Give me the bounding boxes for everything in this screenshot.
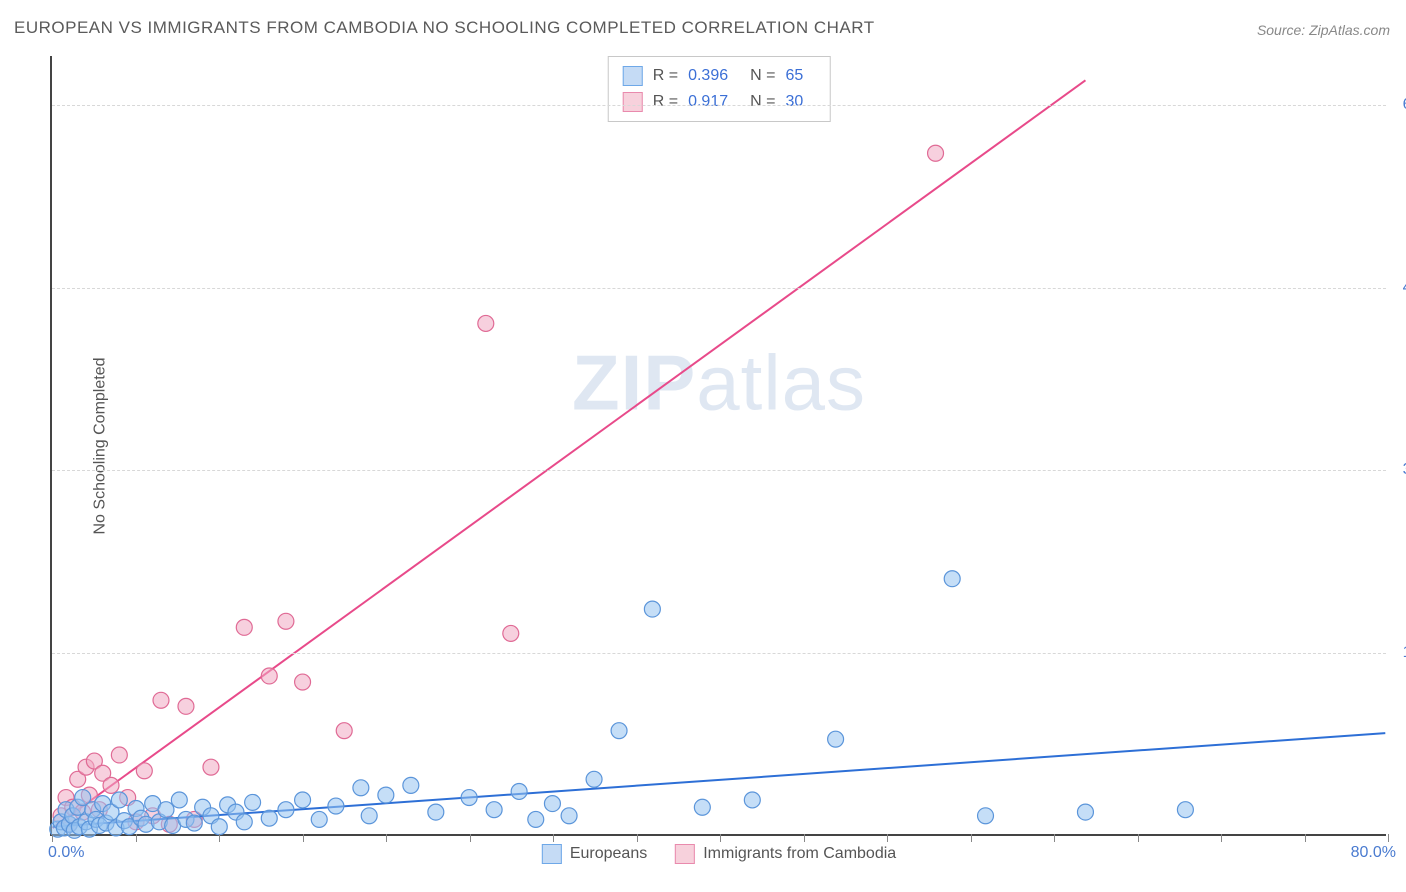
x-tick bbox=[1138, 834, 1139, 842]
x-tick bbox=[52, 834, 53, 842]
bottom-legend: Europeans Immigrants from Cambodia bbox=[542, 844, 896, 864]
scatter-point-european bbox=[158, 802, 174, 818]
scatter-point-european bbox=[944, 571, 960, 587]
scatter-point-european bbox=[295, 792, 311, 808]
x-axis-max-label: 80.0% bbox=[1351, 844, 1396, 862]
scatter-point-european bbox=[544, 796, 560, 812]
y-tick-label: 30.0% bbox=[1403, 461, 1406, 479]
scatter-point-european bbox=[428, 804, 444, 820]
x-tick bbox=[303, 834, 304, 842]
legend-label: Europeans bbox=[570, 845, 647, 863]
legend-item: Immigrants from Cambodia bbox=[675, 844, 896, 864]
x-tick bbox=[720, 834, 721, 842]
scatter-point-european bbox=[171, 792, 187, 808]
scatter-point-cambodia bbox=[153, 692, 169, 708]
x-tick bbox=[1388, 834, 1389, 842]
scatter-point-european bbox=[261, 810, 277, 826]
scatter-point-cambodia bbox=[278, 613, 294, 629]
legend-label: Immigrants from Cambodia bbox=[703, 845, 896, 863]
x-tick bbox=[219, 834, 220, 842]
x-tick bbox=[1054, 834, 1055, 842]
x-tick bbox=[386, 834, 387, 842]
scatter-point-european bbox=[461, 790, 477, 806]
legend-swatch bbox=[675, 844, 695, 864]
y-tick-label: 45.0% bbox=[1403, 279, 1406, 297]
scatter-point-european bbox=[245, 794, 261, 810]
scatter-point-cambodia bbox=[178, 698, 194, 714]
scatter-point-european bbox=[236, 814, 252, 830]
scatter-point-european bbox=[1077, 804, 1093, 820]
x-tick bbox=[1305, 834, 1306, 842]
x-tick bbox=[136, 834, 137, 842]
trend-line bbox=[53, 80, 1086, 828]
scatter-point-cambodia bbox=[503, 625, 519, 641]
y-tick-label: 60.0% bbox=[1403, 96, 1406, 114]
x-tick bbox=[470, 834, 471, 842]
grid-line bbox=[52, 653, 1386, 654]
scatter-point-cambodia bbox=[295, 674, 311, 690]
x-tick bbox=[804, 834, 805, 842]
x-tick bbox=[971, 834, 972, 842]
scatter-point-european bbox=[978, 808, 994, 824]
scatter-point-european bbox=[361, 808, 377, 824]
x-tick bbox=[553, 834, 554, 842]
scatter-point-cambodia bbox=[478, 315, 494, 331]
grid-line bbox=[52, 288, 1386, 289]
scatter-point-european bbox=[828, 731, 844, 747]
scatter-point-european bbox=[328, 798, 344, 814]
scatter-point-cambodia bbox=[136, 763, 152, 779]
scatter-point-european bbox=[561, 808, 577, 824]
scatter-point-european bbox=[378, 787, 394, 803]
scatter-point-cambodia bbox=[236, 619, 252, 635]
scatter-point-european bbox=[353, 780, 369, 796]
source-attribution: Source: ZipAtlas.com bbox=[1257, 22, 1390, 38]
scatter-point-european bbox=[486, 802, 502, 818]
scatter-point-european bbox=[403, 777, 419, 793]
scatter-point-european bbox=[611, 723, 627, 739]
grid-line bbox=[52, 105, 1386, 106]
scatter-point-european bbox=[111, 792, 127, 808]
scatter-point-european bbox=[311, 811, 327, 827]
x-axis-min-label: 0.0% bbox=[48, 844, 84, 862]
grid-line bbox=[52, 470, 1386, 471]
scatter-point-cambodia bbox=[203, 759, 219, 775]
scatter-point-cambodia bbox=[111, 747, 127, 763]
scatter-point-european bbox=[186, 815, 202, 831]
scatter-point-cambodia bbox=[261, 668, 277, 684]
scatter-point-cambodia bbox=[928, 145, 944, 161]
y-tick-label: 15.0% bbox=[1403, 644, 1406, 662]
scatter-point-cambodia bbox=[103, 777, 119, 793]
plot-area: ZIPatlas R =0.396N =65R =0.917N =30 0.0%… bbox=[50, 56, 1386, 836]
chart-title: EUROPEAN VS IMMIGRANTS FROM CAMBODIA NO … bbox=[14, 18, 875, 38]
x-tick bbox=[887, 834, 888, 842]
x-tick bbox=[637, 834, 638, 842]
scatter-point-european bbox=[278, 802, 294, 818]
scatter-point-european bbox=[511, 783, 527, 799]
scatter-point-european bbox=[1177, 802, 1193, 818]
scatter-point-european bbox=[528, 811, 544, 827]
legend-swatch bbox=[542, 844, 562, 864]
scatter-point-european bbox=[211, 819, 227, 835]
scatter-point-european bbox=[644, 601, 660, 617]
scatter-plot-svg bbox=[52, 56, 1386, 834]
scatter-point-cambodia bbox=[336, 723, 352, 739]
scatter-point-european bbox=[694, 799, 710, 815]
scatter-point-european bbox=[744, 792, 760, 808]
scatter-point-european bbox=[586, 771, 602, 787]
x-tick bbox=[1221, 834, 1222, 842]
legend-item: Europeans bbox=[542, 844, 647, 864]
